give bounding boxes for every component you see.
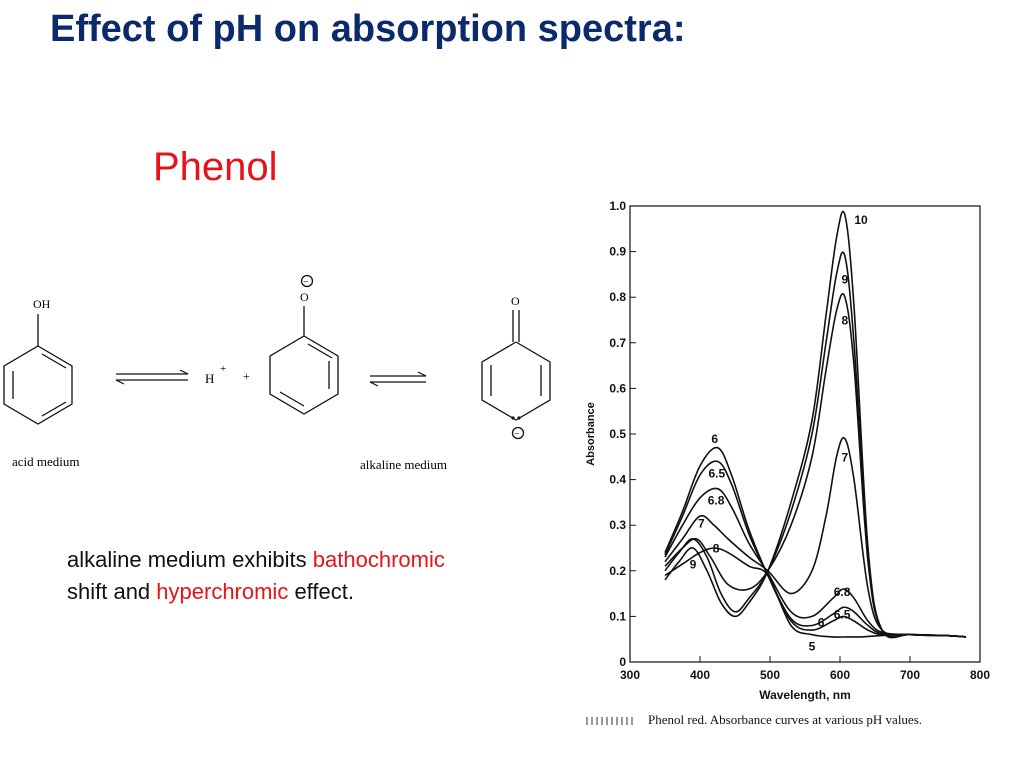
series-label: 6.8 bbox=[708, 494, 725, 508]
quinoid-o-label: O bbox=[511, 294, 520, 308]
y-tick-label: 0.6 bbox=[609, 381, 626, 395]
phenoxide-structure bbox=[269, 274, 339, 415]
x-tick-label: 400 bbox=[690, 668, 710, 682]
absorbance-chart: 300 400 500 600 700 800 0 0.1 0.2 0.3 0.4 0.5 0.6 0.7… bbox=[585, 199, 990, 702]
series-label: 6.5 bbox=[834, 608, 851, 622]
carbanion-charge: − bbox=[514, 429, 520, 440]
y-tick-label: 0.3 bbox=[609, 518, 626, 532]
series-label: 8 bbox=[713, 542, 720, 556]
bathochromic-term: bathochromic bbox=[312, 547, 445, 572]
phenoxide-o-label: O bbox=[300, 290, 309, 304]
y-tick-label: 0.8 bbox=[609, 290, 626, 304]
figure-caption: Phenol red. Absorbance curves at various… bbox=[586, 712, 922, 728]
plot-frame bbox=[629, 205, 981, 663]
x-tick-label: 600 bbox=[830, 668, 850, 682]
plus-sign: + bbox=[243, 369, 250, 383]
series-label: 7 bbox=[698, 516, 705, 530]
text-part1: alkaline medium exhibits bbox=[67, 547, 313, 572]
h-label: H bbox=[205, 371, 214, 386]
series-label: 10 bbox=[854, 213, 868, 227]
equilibrium-arrow-icon bbox=[115, 369, 189, 385]
series-label: 6 bbox=[818, 615, 825, 629]
alkaline-medium-label: alkaline medium bbox=[360, 457, 447, 472]
equilibrium-arrow-icon bbox=[369, 371, 427, 387]
quinoid-structure bbox=[481, 310, 551, 440]
x-tick-label: 300 bbox=[620, 668, 640, 682]
caption-text: Phenol red. Absorbance curves at various… bbox=[648, 712, 923, 727]
y-tick-label: 0.2 bbox=[609, 564, 626, 578]
y-tick-label: 0.5 bbox=[609, 427, 626, 441]
caption-lead-mark bbox=[586, 717, 636, 726]
oh-label: OH bbox=[33, 297, 51, 311]
x-tick-label: 500 bbox=[760, 668, 780, 682]
explanation-text: alkaline medium exhibits bathochromic sh… bbox=[67, 544, 567, 608]
y-tick-label: 0.7 bbox=[609, 336, 626, 350]
lone-pair-dot bbox=[511, 416, 515, 420]
series-label: 5 bbox=[809, 640, 816, 654]
y-tick-label: 0 bbox=[619, 655, 626, 669]
h-charge: + bbox=[220, 363, 226, 375]
x-axis-label: Wavelength, nm bbox=[759, 688, 851, 702]
text-part2: shift and bbox=[67, 579, 157, 604]
y-tick-label: 1.0 bbox=[609, 199, 626, 213]
series-label: 7 bbox=[842, 450, 849, 464]
series-line-ph-10 bbox=[664, 210, 967, 639]
series-label: 6.5 bbox=[708, 466, 725, 480]
phenol-ionization-scheme: OH H + + − O O − acid medium alkal bbox=[3, 274, 551, 472]
x-tick-label: 700 bbox=[900, 668, 920, 682]
slide-subtitle: Phenol bbox=[153, 145, 278, 189]
y-tick-label: 0.4 bbox=[609, 473, 626, 487]
phenoxide-charge: − bbox=[303, 277, 309, 288]
y-tick-label: 0.9 bbox=[609, 245, 626, 259]
y-axis-label: Absorbance bbox=[585, 402, 597, 466]
series-label: 9 bbox=[842, 273, 849, 287]
slide-title: Effect of pH on absorption spectra: bbox=[50, 8, 686, 50]
hyperchromic-term: hyperchromic bbox=[156, 579, 289, 604]
lone-pair-dot bbox=[517, 416, 521, 420]
series-label: 8 bbox=[842, 314, 849, 328]
text-part3: effect. bbox=[288, 579, 354, 604]
phenol-structure bbox=[3, 314, 73, 425]
series-label: 9 bbox=[690, 558, 697, 572]
x-tick-label: 800 bbox=[970, 668, 990, 682]
series-label: 6 bbox=[711, 432, 718, 446]
y-tick-label: 0.1 bbox=[609, 609, 626, 623]
acid-medium-label: acid medium bbox=[12, 454, 80, 469]
series-label: 6.8 bbox=[834, 585, 851, 599]
